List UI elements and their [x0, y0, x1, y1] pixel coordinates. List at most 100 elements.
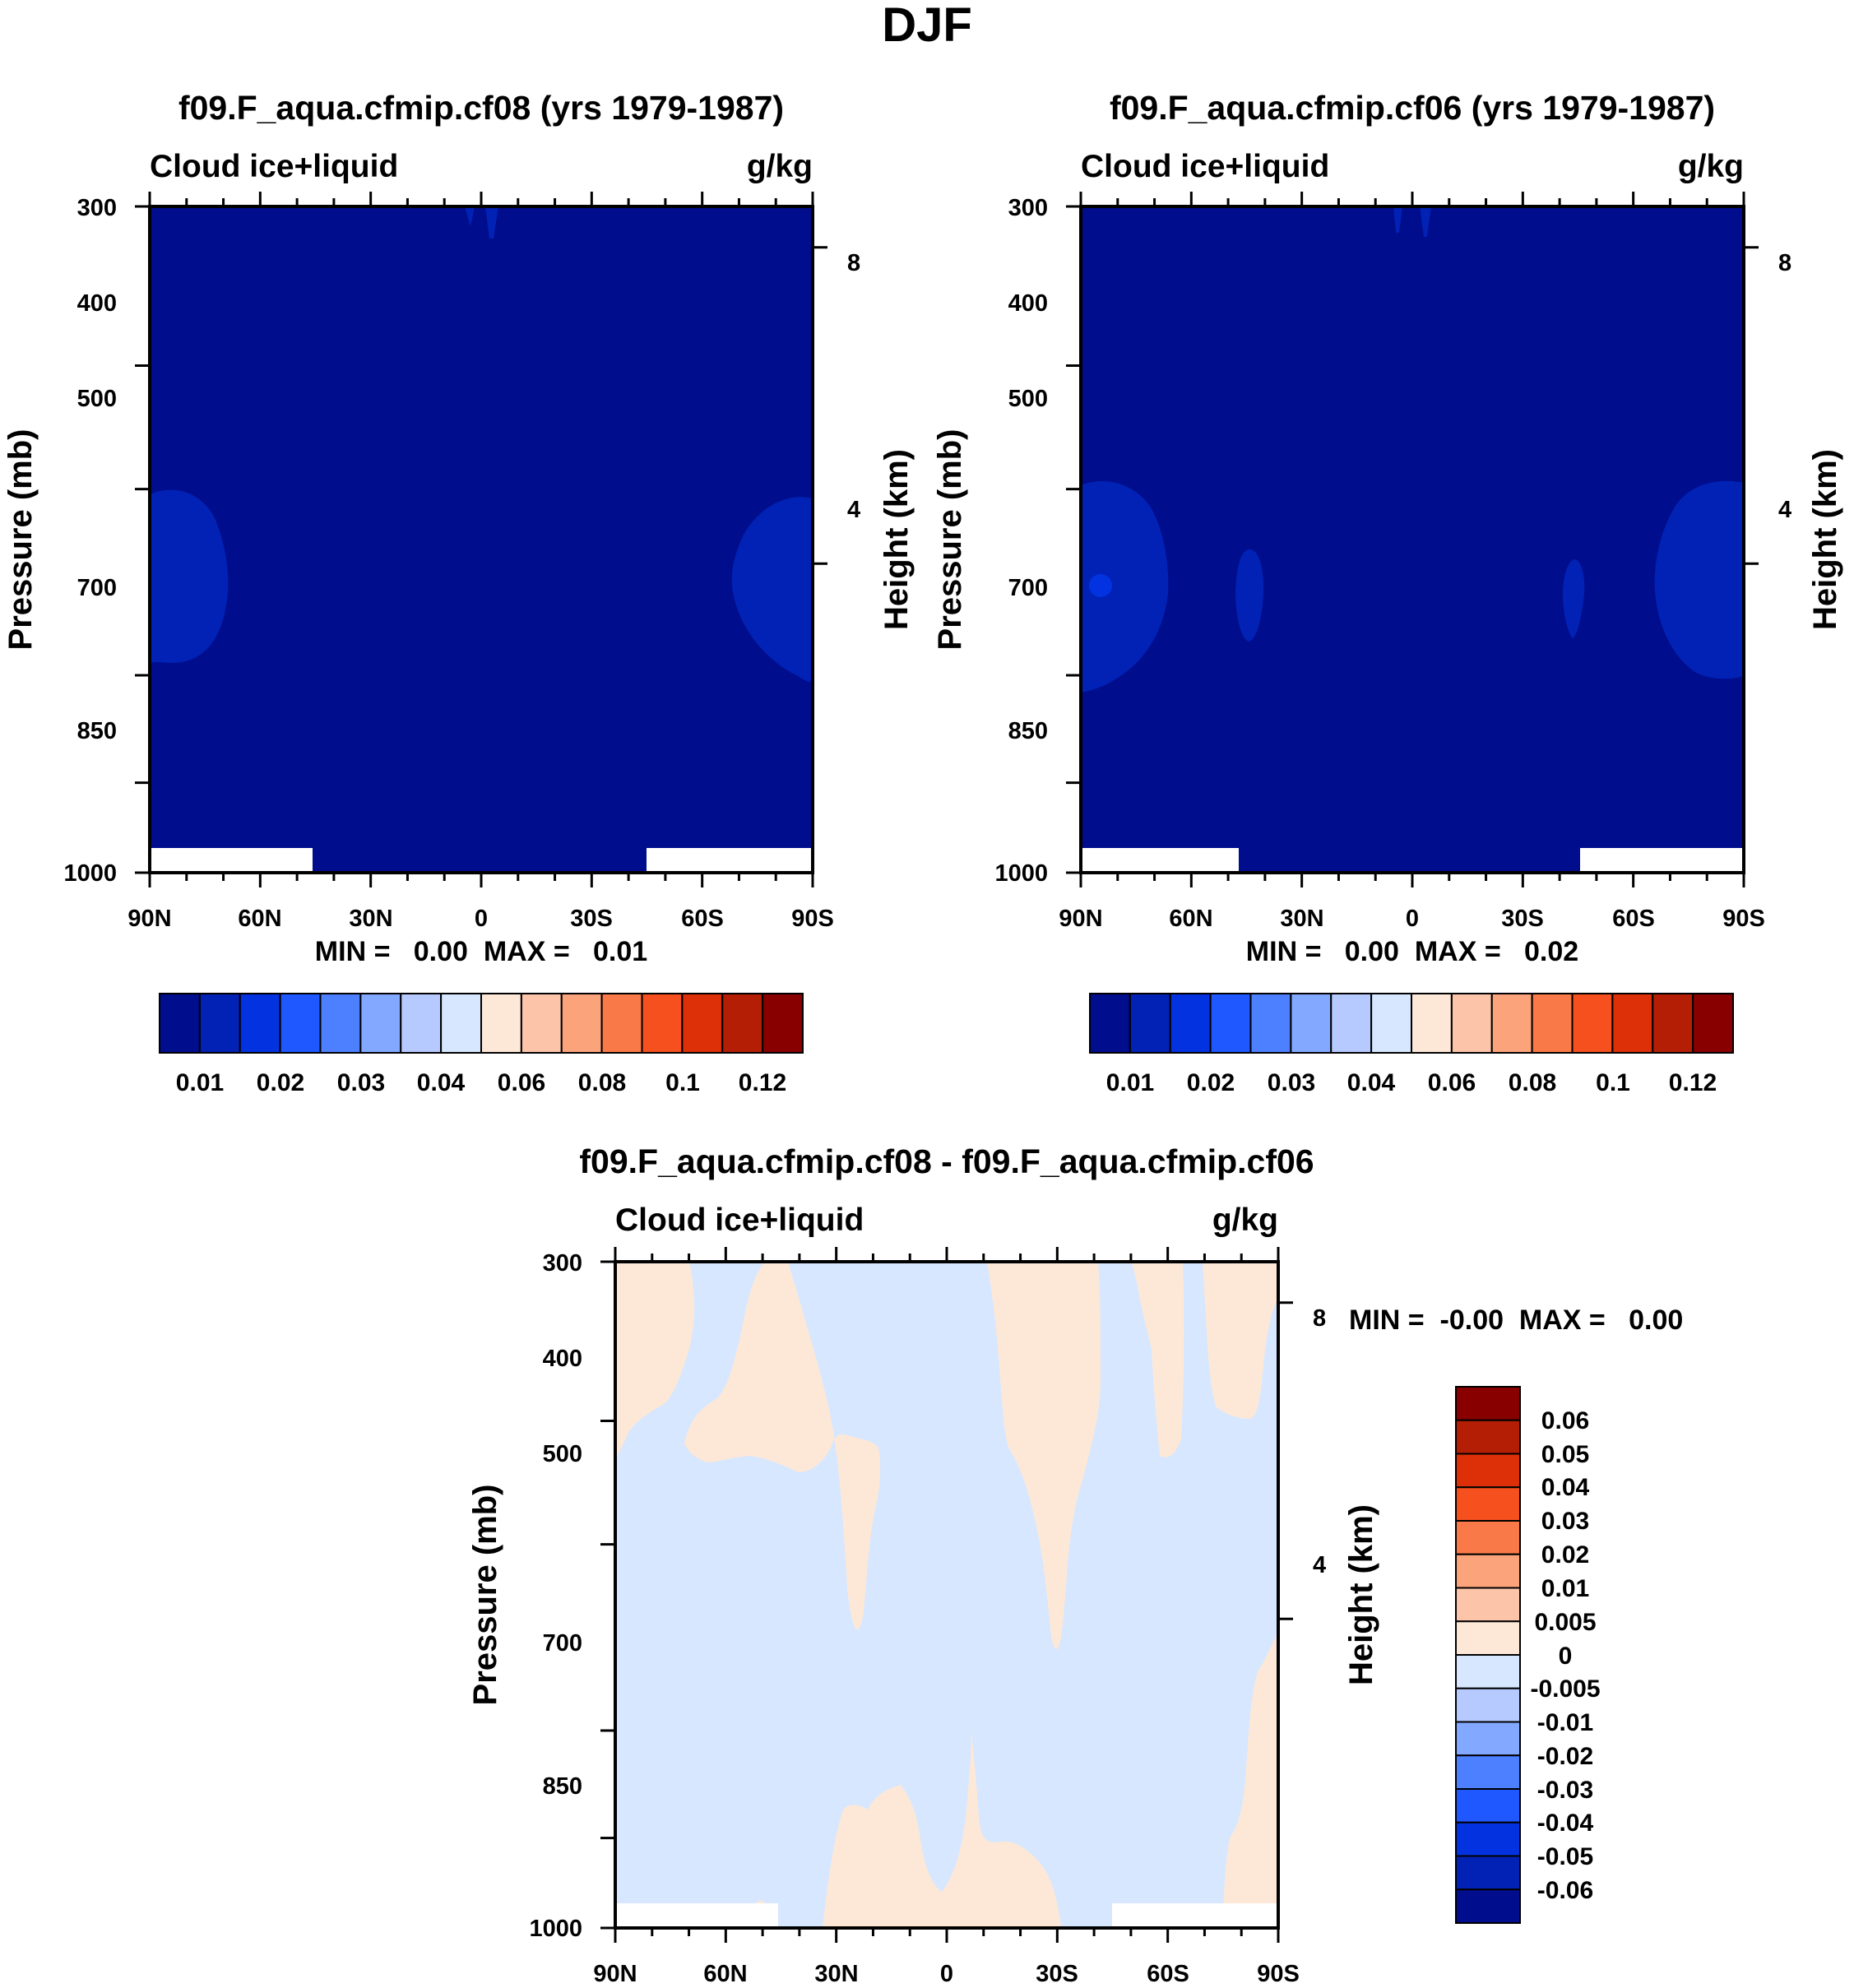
- panel-2-y-tick-label-500: 500: [1008, 386, 1048, 412]
- colorbar-box: [1611, 993, 1654, 1054]
- panel-2-x-tick-label-0: 0: [1406, 906, 1419, 932]
- colorbar-box: [1455, 1486, 1521, 1522]
- panel-1-y-tick-label-1000: 1000: [63, 860, 117, 887]
- panel-2-feature-blob-45s: [1563, 559, 1585, 638]
- panel-2-colorbar-labels: 0.01 0.02 0.03 0.04 0.06 0.08 0.1 0.12: [1106, 1069, 1717, 1096]
- panel-1-title: f09.F_aqua.cfmip.cf08 (yrs 1979-1987): [178, 89, 784, 127]
- panel-1-right-tick-label-8: 8: [847, 250, 860, 276]
- panel-1-x-tick-label-90n: 90N: [127, 906, 171, 932]
- colorbar-box: [1455, 1855, 1521, 1891]
- panel-1-colorbar-labels: 0.01 0.02 0.03 0.04 0.06 0.08 0.1 0.12: [176, 1069, 786, 1096]
- panel-1-x-tick-label-0: 0: [475, 906, 488, 932]
- panel-3-y-tick-label-400: 400: [543, 1346, 582, 1372]
- colorbar-box: [1652, 993, 1694, 1054]
- colorbar-box: [1490, 993, 1533, 1054]
- panel-1-colorbar-label: 0.1: [665, 1069, 700, 1096]
- panel-1-x-tick-label-60n: 60N: [238, 906, 281, 932]
- panel-3-right-tick-label-8: 8: [1313, 1305, 1326, 1332]
- colorbar-box: [359, 993, 402, 1054]
- panel-3-colorbar-label: -0.02: [1537, 1743, 1593, 1770]
- panel-3-positive-region-surface-tropics: [823, 1727, 1061, 1928]
- panel-2-right-axis-label: Height (km): [1807, 449, 1843, 630]
- panel-1-x-tick-label-90s: 90S: [791, 906, 834, 932]
- colorbar-box: [1330, 993, 1373, 1054]
- panel-3-missing-data-left: [615, 1903, 778, 1928]
- panel-3-missing-data-right: [1112, 1903, 1278, 1928]
- panel-3-positive-region-deep-south: [1132, 1262, 1184, 1457]
- panel-1-field-background: [150, 206, 813, 873]
- colorbar-box: [1531, 993, 1574, 1054]
- colorbar-box: [1370, 993, 1412, 1054]
- colorbar-box: [600, 993, 643, 1054]
- panel-2-feature-blob-north-core: [1089, 574, 1112, 597]
- colorbar-box: [1290, 993, 1333, 1054]
- panel-2-colorbar-label: 0.1: [1596, 1069, 1630, 1096]
- colorbar-box: [1209, 993, 1252, 1054]
- panel-2-x-ticks: [1079, 192, 1745, 887]
- colorbar-box: [1455, 1788, 1521, 1823]
- panel-2-right-tick-label-4: 4: [1778, 497, 1791, 523]
- panel-3-x-tick-label-30n: 30N: [814, 1961, 858, 1987]
- panel-2-y-axis-label: Pressure (mb): [932, 429, 968, 651]
- panel-3-x-tick-label-0: 0: [940, 1961, 953, 1987]
- panel-1-y-tick-label-500: 500: [77, 386, 117, 412]
- colorbar-box: [1455, 1419, 1521, 1455]
- panel-1-missing-data-right: [647, 848, 813, 873]
- colorbar-box: [1455, 1687, 1521, 1723]
- colorbar-box: [762, 993, 804, 1054]
- panel-1-colorbar-label: 0.12: [739, 1069, 786, 1096]
- panel-3-y-tick-label-700: 700: [543, 1630, 582, 1657]
- panel-3-y-tick-label-850: 850: [543, 1773, 582, 1800]
- colorbar-box: [1455, 1386, 1521, 1421]
- colorbar-box: [1455, 1620, 1521, 1656]
- panel-2-x-tick-label-60n: 60N: [1169, 906, 1212, 932]
- panel-3-colorbar: [1455, 1386, 1521, 1924]
- colorbar-box: [159, 993, 201, 1054]
- panel-2-x-tick-label-90s: 90S: [1722, 906, 1765, 932]
- panel-3-right-axis-label: Height (km): [1343, 1504, 1379, 1685]
- panel-1-colorbar-label: 0.02: [257, 1069, 304, 1096]
- colorbar-box: [1129, 993, 1171, 1054]
- colorbar-box: [1455, 1721, 1521, 1757]
- panel-3-y-tick-label-500: 500: [543, 1441, 582, 1467]
- panel-1: f09.F_aqua.cfmip.cf08 (yrs 1979-1987) Cl…: [2, 89, 915, 1096]
- panel-3-x-ticks: [614, 1247, 1280, 1943]
- panel-1-y-tick-label-300: 300: [77, 195, 117, 221]
- panel-2-y-ticks: [1066, 205, 1759, 874]
- panel-1-left-string: Cloud ice+liquid: [150, 149, 398, 184]
- panel-3-colorbar-label: -0.03: [1537, 1777, 1593, 1804]
- panel-1-y-ticks: [135, 205, 827, 874]
- panel-3-colorbar-label: 0.06: [1541, 1407, 1589, 1434]
- panel-3-right-string: g/kg: [1212, 1203, 1278, 1238]
- panel-3-colorbar-label: -0.005: [1530, 1675, 1600, 1703]
- panel-3: f09.F_aqua.cfmip.cf08 - f09.F_aqua.cfmip…: [467, 1142, 1683, 1987]
- panel-3-colorbar-label: 0.03: [1541, 1508, 1589, 1535]
- panel-2-missing-data-left: [1081, 848, 1239, 873]
- panel-2-right-tick-label-8: 8: [1778, 250, 1791, 276]
- colorbar-box: [1450, 993, 1493, 1054]
- colorbar-box: [1411, 993, 1453, 1054]
- panel-1-missing-data-left: [150, 848, 313, 873]
- colorbar-box: [1455, 1821, 1521, 1857]
- colorbar-box: [681, 993, 724, 1054]
- panel-2-x-tick-label-60s: 60S: [1612, 906, 1655, 932]
- colorbar-box: [1455, 1520, 1521, 1555]
- panel-3-x-tick-label-90s: 90S: [1257, 1961, 1300, 1987]
- panel-3-positive-region-surface-south: [1222, 1633, 1278, 1928]
- panel-3-x-tick-label-60s: 60S: [1147, 1961, 1189, 1987]
- panel-1-min-max: MIN = 0.00 MAX = 0.01: [315, 936, 647, 967]
- panel-2-feature-blob-north: [1081, 480, 1169, 693]
- panel-1-y-tick-label-700: 700: [77, 575, 117, 601]
- panel-1-x-tick-label-30n: 30N: [349, 906, 392, 932]
- panel-3-colorbar-label: 0.005: [1534, 1609, 1596, 1636]
- panel-3-positive-region-far-north: [615, 1262, 694, 1460]
- panel-1-colorbar-label: 0.04: [417, 1069, 466, 1096]
- panel-3-colorbar-label: -0.06: [1537, 1877, 1593, 1904]
- panel-3-title: f09.F_aqua.cfmip.cf08 - f09.F_aqua.cfmip…: [579, 1142, 1314, 1180]
- panel-3-y-tick-label-1000: 1000: [529, 1916, 582, 1942]
- colorbar-box: [641, 993, 684, 1054]
- panel-3-positive-region-south-pole: [1203, 1262, 1278, 1419]
- panel-1-feature-streak-b: [485, 206, 498, 239]
- panel-3-x-tick-label-60n: 60N: [703, 1961, 747, 1987]
- panel-3-min-max: MIN = -0.00 MAX = 0.00: [1349, 1304, 1683, 1336]
